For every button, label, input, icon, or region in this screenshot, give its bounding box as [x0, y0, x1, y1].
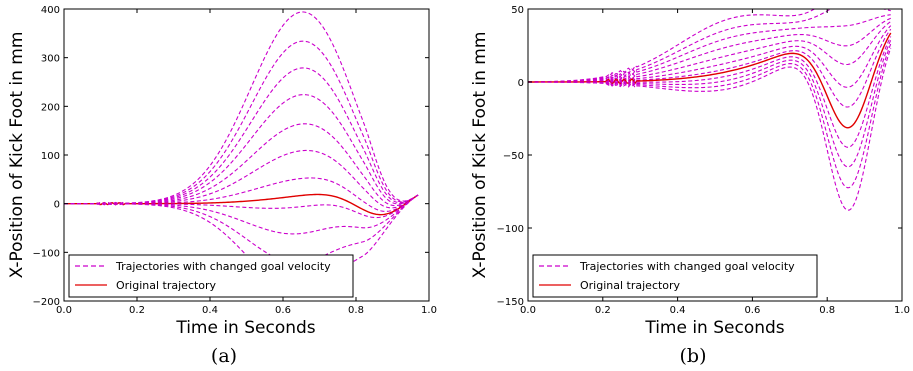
x-tick-label: 0.4 — [202, 305, 218, 316]
chart-a-legend: Trajectories with changed goal velocity … — [68, 254, 354, 298]
chart-b: 0.0 0.2 0.4 0.6 0.8 1.0 −150 −100 −50 0 50 Time in… — [470, 5, 910, 367]
chart-b-legend: Trajectories with changed goal velocity … — [532, 254, 818, 298]
y-tick-label: −150 — [497, 297, 524, 308]
changed-goal-velocity-line — [64, 194, 419, 264]
changed-goal-velocity-line — [64, 11, 419, 206]
chart-a-ticks: 0.0 0.2 0.4 0.6 0.8 1.0 −200 −100 0 100 200 300 400 — [33, 5, 437, 316]
changed-goal-velocity-line — [528, 21, 892, 83]
chart-b-plot-area — [528, 9, 892, 211]
changed-goal-velocity-line — [64, 40, 419, 206]
x-tick-label: 0.6 — [744, 305, 760, 316]
changed-goal-velocity-line — [64, 123, 419, 207]
changed-goal-velocity-line — [528, 36, 892, 148]
changed-goal-velocity-line — [64, 67, 419, 206]
x-tick-label: 1.0 — [894, 305, 910, 316]
y-tick-label: 200 — [41, 102, 60, 113]
chart-b-x-axis-label: Time in Seconds — [644, 318, 784, 338]
y-tick-label: 400 — [41, 5, 60, 16]
y-tick-label: 300 — [41, 54, 60, 65]
changed-goal-velocity-line — [528, 28, 892, 108]
y-tick-label: −100 — [497, 224, 524, 235]
changed-goal-velocity-line — [64, 194, 419, 219]
y-tick-label: 50 — [511, 5, 524, 16]
x-tick-label: 1.0 — [421, 305, 437, 316]
changed-goal-velocity-line — [528, 9, 816, 83]
chart-a-legend-label-changed: Trajectories with changed goal velocity — [115, 260, 331, 273]
chart-b-legend-label-changed: Trajectories with changed goal velocity — [579, 260, 795, 273]
chart-b-y-axis-label: X-Position of Kick Foot in mm — [470, 32, 490, 279]
y-tick-label: −50 — [503, 151, 524, 162]
chart-a-plot-area — [64, 11, 419, 293]
x-tick-label: 0.2 — [129, 305, 145, 316]
y-tick-label: 0 — [518, 78, 524, 89]
changed-goal-velocity-line — [64, 177, 419, 212]
x-tick-label: 0.6 — [275, 305, 291, 316]
y-tick-label: 100 — [41, 151, 60, 162]
chart-a-x-axis-label: Time in Seconds — [175, 318, 315, 338]
y-tick-label: 0 — [54, 200, 60, 211]
chart-a-caption: (a) — [211, 345, 237, 367]
y-tick-label: −100 — [33, 248, 60, 259]
y-tick-label: −200 — [33, 297, 60, 308]
chart-a-y-axis-label: X-Position of Kick Foot in mm — [7, 32, 27, 279]
changed-goal-velocity-line — [528, 9, 891, 83]
x-tick-label: 0.2 — [595, 305, 611, 316]
chart-b-caption: (b) — [680, 345, 707, 367]
changed-goal-velocity-line — [528, 39, 892, 168]
chart-a-legend-label-original: Original trajectory — [116, 279, 217, 292]
chart-b-legend-label-original: Original trajectory — [580, 279, 681, 292]
changed-goal-velocity-line — [64, 149, 419, 209]
changed-goal-velocity-line — [528, 25, 892, 88]
chart-a: 0.0 0.2 0.4 0.6 0.8 1.0−200−1000100200300400 … — [7, 5, 437, 367]
x-tick-label: 0.8 — [348, 305, 364, 316]
x-tick-label: 0.4 — [670, 305, 686, 316]
chart-b-ticks: 0.0 0.2 0.4 0.6 0.8 1.0 −150 −100 −50 0 50 — [497, 5, 910, 316]
x-tick-label: 0.8 — [819, 305, 835, 316]
changed-goal-velocity-line — [528, 47, 892, 211]
chart-b-legend-box — [532, 254, 818, 298]
x-tick-label: 0.0 — [56, 305, 72, 316]
chart-a-legend-box — [68, 254, 354, 298]
changed-goal-velocity-line — [64, 194, 419, 293]
x-tick-label: 0.0 — [520, 305, 536, 316]
